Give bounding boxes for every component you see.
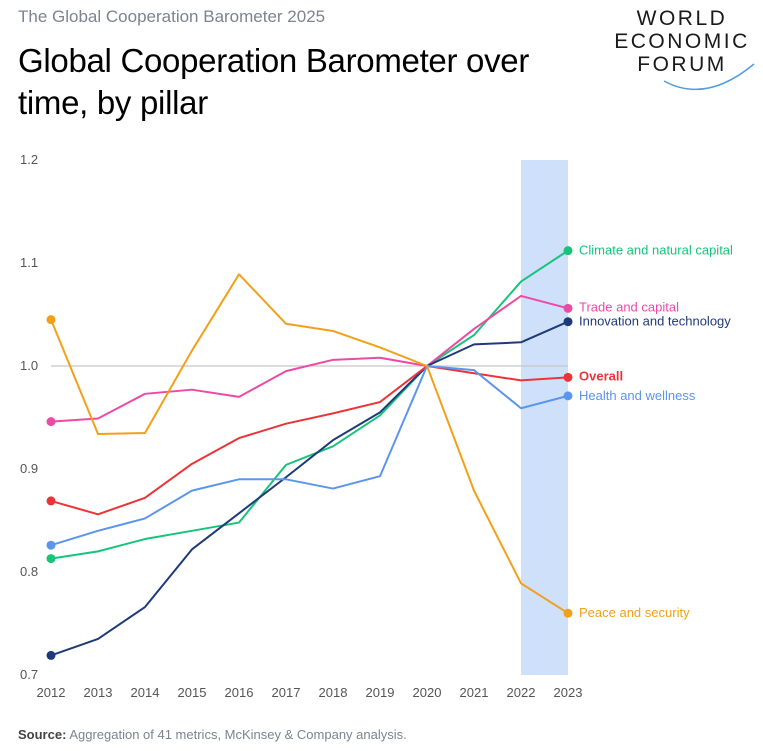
series-end-marker <box>563 372 573 382</box>
y-tick-label: 0.9 <box>20 461 38 476</box>
x-tick-label: 2022 <box>507 685 536 700</box>
series-label: Health and wellness <box>579 388 696 403</box>
series-label: Trade and capital <box>579 299 679 314</box>
series-start-marker <box>46 315 56 325</box>
y-tick-label: 1.1 <box>20 255 38 270</box>
series-line <box>50 365 569 516</box>
x-tick-label: 2019 <box>366 685 395 700</box>
series-line <box>50 294 569 423</box>
logo-line-3: FORUM <box>637 53 727 76</box>
line-chart: 0.7 0.8 0.9 1.0 1.1 1.2 2012 2013 2014 2015 2016 2… <box>20 152 733 700</box>
series-start-marker <box>46 417 56 427</box>
series-label: Overall <box>579 368 623 383</box>
series-label: Climate and natural capital <box>579 243 733 258</box>
x-tick-label: 2017 <box>272 685 301 700</box>
supertitle: The Global Cooperation Barometer 2025 <box>18 7 326 26</box>
source-note: Source: Aggregation of 41 metrics, McKin… <box>18 727 407 742</box>
series-line <box>50 249 569 560</box>
y-tick-label: 1.0 <box>20 358 38 373</box>
x-tick-label: 2016 <box>225 685 254 700</box>
series-end-marker <box>563 303 573 313</box>
series-line <box>50 273 569 615</box>
series-start-marker <box>46 540 56 550</box>
series-start-marker <box>46 554 56 564</box>
x-tick-label: 2012 <box>37 685 66 700</box>
x-tick-label: 2013 <box>84 685 113 700</box>
x-tick-label: 2020 <box>413 685 442 700</box>
logo-line-2: ECONOMIC <box>614 30 750 53</box>
series-start-marker <box>46 650 56 660</box>
x-tick-label: 2014 <box>131 685 160 700</box>
wef-logo: WORLD ECONOMIC FORUM <box>606 6 758 96</box>
y-tick-label: 0.8 <box>20 564 38 579</box>
series-end-marker <box>563 608 573 618</box>
series-end-marker <box>563 391 573 401</box>
y-tick-label: 1.2 <box>20 152 38 167</box>
y-tick-label: 0.7 <box>20 667 38 682</box>
x-tick-label: 2023 <box>554 685 583 700</box>
source-label: Source: <box>18 727 67 742</box>
series-label: Peace and security <box>579 605 690 620</box>
series-line <box>50 320 569 657</box>
series-label: Innovation and technology <box>579 314 731 329</box>
x-tick-label: 2021 <box>460 685 489 700</box>
series-line <box>50 365 569 547</box>
source-text: Aggregation of 41 metrics, McKinsey & Co… <box>69 727 407 742</box>
series-start-marker <box>46 496 56 506</box>
logo-line-1: WORLD <box>636 7 728 30</box>
series-end-marker <box>563 246 573 256</box>
x-tick-label: 2018 <box>319 685 348 700</box>
x-tick-label: 2015 <box>178 685 207 700</box>
chart-title: Global Cooperation Barometer over time, … <box>18 42 530 121</box>
series-end-marker <box>563 317 573 327</box>
logo-arc <box>663 63 755 91</box>
